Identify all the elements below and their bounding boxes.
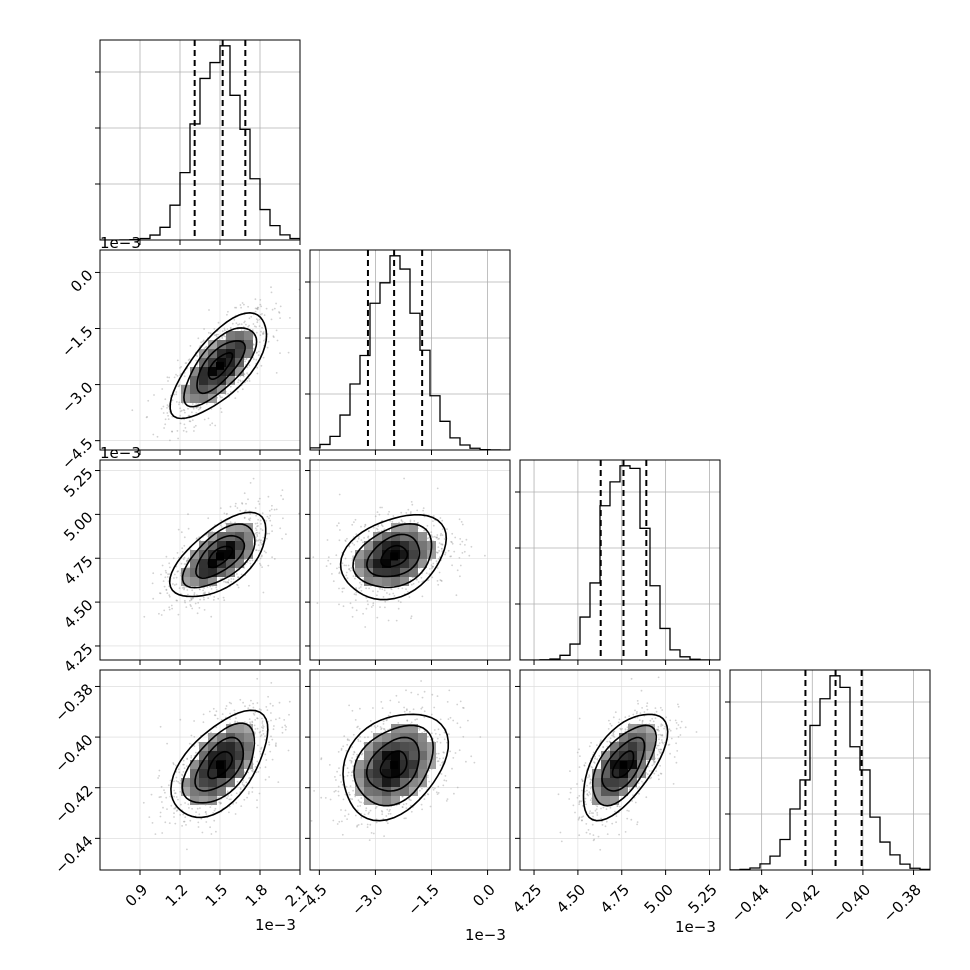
x-tick-label: 1.2: [162, 881, 192, 911]
grid: [310, 250, 510, 450]
hist-panel-1: [305, 249, 511, 455]
x-tick-label: −3.0: [348, 881, 386, 919]
contour-2: [181, 523, 256, 589]
density-peak: [390, 552, 399, 561]
y-offset-label: 1e−3: [100, 444, 141, 462]
x-offset-label: 1e−3: [255, 916, 296, 934]
x-tick-label: −0.38: [880, 881, 925, 926]
density-peak: [216, 361, 224, 370]
contour-3: [168, 511, 267, 598]
y-tick-label: 4.50: [60, 596, 96, 632]
x-tick-label: 1.5: [202, 881, 232, 911]
x-tick-label: −0.42: [778, 881, 823, 926]
y-tick-label: −4.5: [58, 434, 96, 472]
y-tick-label: −0.40: [51, 731, 96, 776]
density-peak: [216, 760, 224, 769]
scatter-panel-2-3: 4.25 4.50 4.75 5.00 5.25: [509, 669, 721, 917]
y-tick-label: −0.42: [51, 782, 96, 827]
contour-1: [196, 340, 246, 395]
contour-0: [611, 750, 635, 779]
grid: [520, 460, 720, 660]
contour-1: [601, 736, 646, 792]
contour-1: [195, 534, 246, 580]
scatter-panel-0-1: −4.5 −3.0 −1.5 0.0: [58, 249, 301, 473]
y-tick-label: −3.0: [58, 378, 96, 416]
hist-panel-0: [95, 39, 301, 245]
scatter-panel-1-2: [305, 459, 511, 665]
y-tick-label: 0.0: [67, 266, 97, 296]
x-offset-label: 1e−3: [465, 926, 506, 944]
histogram-step: [310, 255, 510, 450]
density-peak: [216, 552, 224, 561]
contour-0: [207, 750, 234, 780]
panel-frame: [519, 459, 721, 661]
panel-frame: [309, 459, 511, 661]
contour-2: [591, 724, 658, 807]
x-tick-label: 4.50: [553, 881, 589, 917]
contour-0: [380, 544, 409, 568]
contour-3: [170, 709, 269, 819]
contour-1: [365, 736, 420, 792]
contour-3: [342, 713, 450, 822]
contour-2: [352, 522, 433, 589]
scatter-panel-1-3: −4.5 −3.0 −1.5 0.0: [292, 669, 511, 919]
hist-panel-2: [515, 459, 721, 665]
scatter-panel-0-3: 0.9 1.2 1.5 1.8 2.1−0.44−0.42−0.40−0.38: [51, 669, 311, 911]
contour-2: [181, 722, 256, 804]
y-tick-label: 5.25: [60, 464, 96, 500]
x-tick-label: 4.75: [597, 881, 633, 917]
panel-frame: [99, 459, 301, 661]
x-tick-label: 4.25: [509, 881, 545, 917]
contour-3: [582, 713, 669, 822]
x-tick-label: 0.9: [122, 881, 152, 911]
y-tick-label: 4.25: [60, 640, 96, 676]
x-tick-label: 5.25: [684, 881, 720, 917]
scatter-panel-0-2: 4.25 4.50 4.75 5.00 5.25: [60, 459, 301, 676]
y-tick-label: 5.00: [60, 508, 96, 544]
panel-frame: [99, 249, 301, 451]
density-peak: [390, 760, 399, 769]
histogram-step: [730, 675, 930, 870]
panel-frame: [99, 669, 301, 871]
x-tick-label: −0.40: [829, 881, 874, 926]
grid: [100, 250, 300, 450]
y-tick-label: −0.44: [51, 832, 96, 877]
x-tick-label: 5.00: [641, 881, 677, 917]
contour-3: [339, 514, 448, 601]
panel-frame: [99, 39, 301, 241]
y-offset-label: 1e−3: [100, 234, 141, 252]
x-tick-label: −1.5: [404, 881, 442, 919]
contour-2: [353, 724, 435, 807]
x-offset-label: 1e−3: [675, 918, 716, 936]
grid: [730, 670, 930, 870]
panel-frame: [519, 669, 721, 871]
x-tick-label: −0.44: [728, 881, 773, 926]
y-tick-label: −0.38: [51, 680, 96, 725]
contour-1: [366, 533, 421, 578]
contour-3: [169, 311, 268, 420]
contour-2: [183, 327, 258, 408]
hist-panel-3: −0.44 −0.42 −0.40 −0.38: [725, 669, 931, 926]
y-tick-label: 4.75: [60, 552, 96, 588]
contour-0: [379, 750, 408, 779]
grid: [100, 40, 300, 240]
panel-frame: [309, 669, 511, 871]
y-tick-label: −1.5: [58, 322, 96, 360]
panel-frame: [309, 249, 511, 451]
contour-0: [207, 545, 234, 569]
histogram-step: [100, 45, 300, 240]
histogram-step: [520, 465, 720, 660]
x-tick-label: 1.8: [242, 881, 272, 911]
contour-1: [194, 736, 245, 792]
panel-frame: [729, 669, 931, 871]
density-peak: [619, 760, 628, 769]
contour-0: [207, 351, 234, 381]
x-tick-label: 0.0: [469, 881, 499, 911]
density-cells: [355, 523, 436, 586]
